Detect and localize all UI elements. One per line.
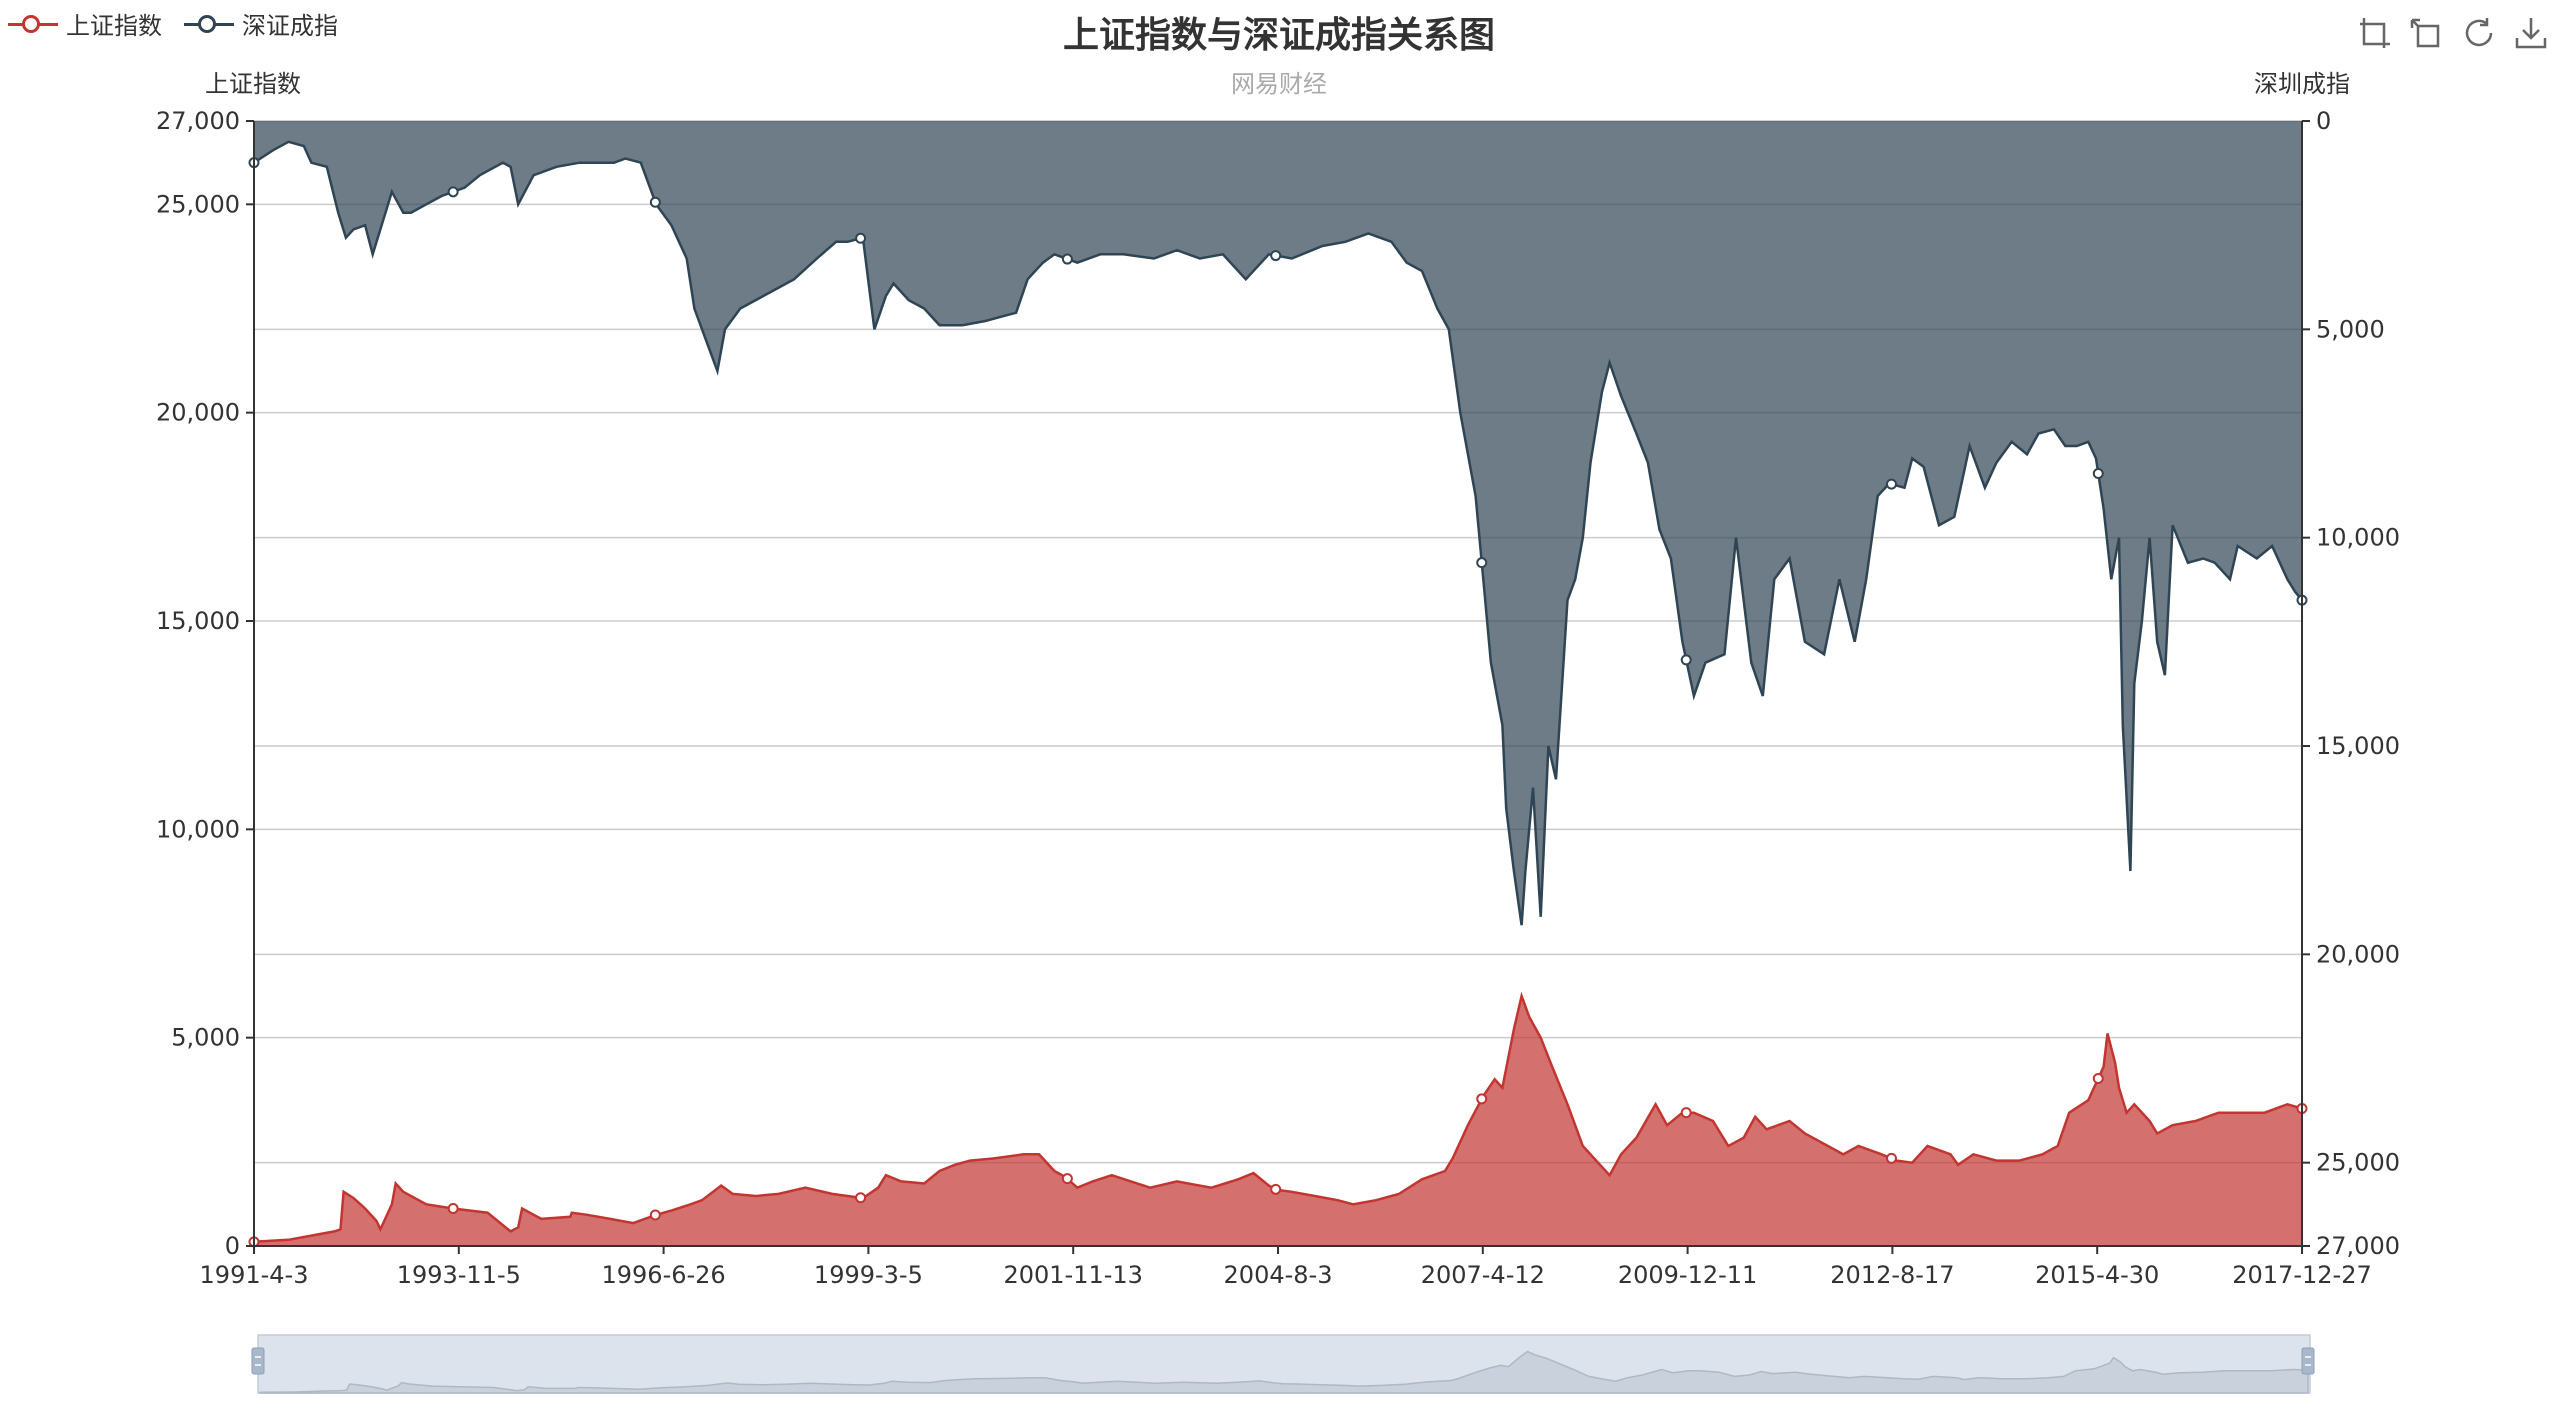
chart-title: 上证指数与深证成指关系图 xyxy=(1062,15,1495,56)
legend-marker-icon xyxy=(8,14,58,34)
data-point xyxy=(649,196,661,208)
data-point xyxy=(1885,478,1897,490)
toolbox xyxy=(2356,14,2550,52)
zoom-icon[interactable] xyxy=(2356,14,2394,52)
x-tick-label: 2007-4-12 xyxy=(1421,1261,1545,1289)
zoom-back-icon[interactable] xyxy=(2408,14,2446,52)
legend-label: 上证指数 xyxy=(66,12,162,40)
x-tick-label: 1999-3-5 xyxy=(814,1261,923,1289)
y-tick-label: 25,000 xyxy=(2316,1149,2400,1177)
y-tick-label: 27,000 xyxy=(156,107,240,135)
series-shenzhen xyxy=(248,121,2308,926)
y-axis-left-ticks: 0 5,000 10,000 15,000 20,000 25,000 27,000 xyxy=(156,107,254,1260)
zoom-handle-right[interactable] xyxy=(2301,1347,2315,1375)
data-point xyxy=(1680,654,1692,666)
x-tick-label: 1991-4-3 xyxy=(200,1261,309,1289)
legend-marker-icon xyxy=(184,14,234,34)
data-point xyxy=(1885,1152,1897,1164)
y-tick-label: 27,000 xyxy=(2316,1232,2400,1260)
y-tick-label: 25,000 xyxy=(156,190,240,218)
y-tick-label: 20,000 xyxy=(156,399,240,427)
legend: 上证指数 深证成指 xyxy=(8,6,338,41)
series-line xyxy=(253,991,2303,1244)
data-point xyxy=(447,186,459,198)
legend-item-shenzhen[interactable]: 深证成指 xyxy=(184,6,338,41)
series-area xyxy=(254,121,2302,926)
zoom-handle-left[interactable] xyxy=(251,1347,265,1375)
x-tick-label: 1996-6-26 xyxy=(601,1261,725,1289)
data-point xyxy=(1061,253,1073,265)
y-tick-label: 20,000 xyxy=(2316,940,2400,968)
y-axis-right-name: 深圳成指 xyxy=(2254,70,2350,98)
legend-label: 深证成指 xyxy=(242,12,338,40)
data-point xyxy=(1270,1183,1282,1195)
x-axis-ticks: 1991-4-3 1993-11-5 1996-6-26 1999-3-5 2001-1… xyxy=(200,1246,2372,1289)
y-tick-label: 10,000 xyxy=(156,815,240,843)
data-point xyxy=(1476,557,1488,569)
data-point xyxy=(2092,468,2104,479)
data-point xyxy=(1270,250,1282,262)
y-tick-label: 5,000 xyxy=(171,1024,240,1052)
series-shanghai xyxy=(248,991,2308,1248)
data-zoom-slider[interactable] xyxy=(251,1334,2315,1394)
data-point xyxy=(1680,1107,1692,1119)
data-point xyxy=(649,1209,661,1221)
data-point xyxy=(855,1192,867,1204)
data-point xyxy=(855,232,867,244)
series-line xyxy=(253,140,2303,926)
data-point xyxy=(1061,1173,1073,1185)
y-tick-label: 5,000 xyxy=(2316,315,2385,343)
data-point xyxy=(447,1203,459,1214)
zoom-preview-area xyxy=(259,1350,2309,1394)
legend-item-shanghai[interactable]: 上证指数 xyxy=(8,6,162,41)
chart-subtitle: 网易财经 xyxy=(1231,70,1327,98)
x-tick-label: 2009-12-11 xyxy=(1618,1261,1757,1289)
restore-icon[interactable] xyxy=(2460,14,2498,52)
x-tick-label: 2015-4-30 xyxy=(2035,1261,2159,1289)
x-tick-label: 2004-8-3 xyxy=(1224,1261,1333,1289)
y-tick-label: 10,000 xyxy=(2316,524,2400,552)
x-tick-label: 2001-11-13 xyxy=(1003,1261,1142,1289)
data-point xyxy=(2092,1073,2104,1084)
x-tick-label: 2017-12-27 xyxy=(2232,1261,2371,1289)
y-tick-label: 0 xyxy=(225,1232,240,1260)
y-tick-label: 0 xyxy=(2316,107,2331,135)
series-area xyxy=(254,996,2302,1246)
data-point xyxy=(1476,1093,1488,1105)
save-image-icon[interactable] xyxy=(2512,14,2550,52)
y-tick-label: 15,000 xyxy=(156,607,240,635)
y-axis-right-ticks: 0 5,000 10,000 15,000 20,000 25,000 27,000 xyxy=(2302,107,2400,1260)
x-tick-label: 2012-8-17 xyxy=(1830,1261,1954,1289)
y-tick-label: 15,000 xyxy=(2316,732,2400,760)
y-axis-left-name: 上证指数 xyxy=(205,70,301,98)
x-tick-label: 1993-11-5 xyxy=(397,1261,521,1289)
